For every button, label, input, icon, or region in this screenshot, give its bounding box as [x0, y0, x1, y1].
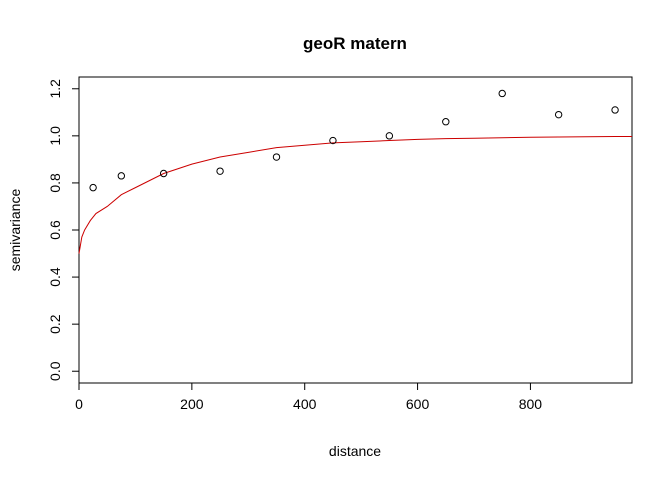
semivariance-point	[117, 172, 126, 180]
semivariance-point	[329, 136, 337, 145]
matern-fit-line	[78, 136, 632, 254]
x-tick-label: 0	[75, 396, 83, 412]
semivariance-point	[498, 89, 506, 98]
y-tick-label: 0.4	[47, 267, 63, 287]
semivariance-point	[272, 153, 281, 161]
x-tick-label: 800	[519, 396, 543, 412]
y-tick-label: 0.0	[47, 361, 63, 381]
semivariance-point	[159, 169, 168, 178]
y-axis-title: semivariance	[7, 189, 23, 272]
y-tick-label: 1.0	[47, 126, 63, 146]
y-tick-label: 0.6	[47, 220, 63, 240]
y-tick-label: 1.2	[47, 79, 63, 99]
x-tick-label: 400	[293, 396, 317, 412]
semivariance-point	[442, 118, 450, 126]
semivariance-point	[554, 110, 563, 119]
semivariance-point	[385, 132, 394, 140]
semivariance-point	[89, 183, 97, 192]
x-tick-label: 600	[406, 396, 430, 412]
plot-area: 0 200 400 600 800 0.0 0.2 0.4 0.6 0.8 1.0 1.2	[47, 76, 633, 412]
plot-frame	[78, 76, 633, 384]
semivariance-point	[216, 167, 224, 175]
y-tick-label: 0.2	[47, 314, 63, 334]
semivariance-point	[611, 106, 619, 114]
x-axis-title: distance	[329, 443, 381, 459]
y-tick-label: 0.8	[47, 173, 63, 193]
chart-title: geoR matern	[303, 34, 407, 53]
x-tick-label: 200	[180, 396, 204, 412]
